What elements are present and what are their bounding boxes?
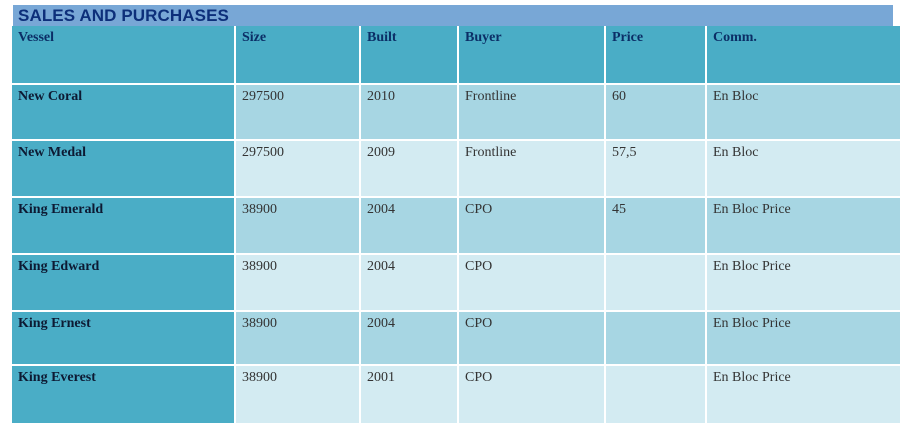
column-header-buyer: Buyer <box>459 26 604 83</box>
column-header-price: Price <box>606 26 705 83</box>
cell-size: 38900 <box>236 312 359 364</box>
cell-vessel: New Medal <box>12 141 234 196</box>
cell-built: 2004 <box>361 198 457 253</box>
cell-comm: En Bloc Price <box>707 198 900 253</box>
section-title-bar: SALES AND PURCHASES <box>13 5 893 26</box>
table-header-row: Vessel Size Built Buyer Price Comm. <box>12 26 900 83</box>
cell-size: 38900 <box>236 366 359 423</box>
column-header-comm: Comm. <box>707 26 900 83</box>
cell-size: 38900 <box>236 255 359 310</box>
cell-buyer: CPO <box>459 198 604 253</box>
cell-price <box>606 255 705 310</box>
cell-comm: En Bloc <box>707 141 900 196</box>
cell-price <box>606 312 705 364</box>
cell-size: 297500 <box>236 141 359 196</box>
cell-built: 2010 <box>361 85 457 139</box>
cell-buyer: CPO <box>459 366 604 423</box>
cell-vessel: New Coral <box>12 85 234 139</box>
column-header-vessel: Vessel <box>12 26 234 83</box>
cell-price: 45 <box>606 198 705 253</box>
cell-built: 2009 <box>361 141 457 196</box>
cell-comm: En Bloc Price <box>707 366 900 423</box>
cell-vessel: King Everest <box>12 366 234 423</box>
cell-vessel: King Ernest <box>12 312 234 364</box>
table-row: New Coral 297500 2010 Frontline 60 En Bl… <box>12 85 900 139</box>
table-row: New Medal 297500 2009 Frontline 57,5 En … <box>12 141 900 196</box>
cell-size: 38900 <box>236 198 359 253</box>
cell-size: 297500 <box>236 85 359 139</box>
cell-price <box>606 366 705 423</box>
cell-vessel: King Edward <box>12 255 234 310</box>
column-header-size: Size <box>236 26 359 83</box>
cell-price: 57,5 <box>606 141 705 196</box>
cell-buyer: Frontline <box>459 141 604 196</box>
cell-comm: En Bloc <box>707 85 900 139</box>
table-row: King Emerald 38900 2004 CPO 45 En Bloc P… <box>12 198 900 253</box>
cell-built: 2004 <box>361 312 457 364</box>
cell-buyer: Frontline <box>459 85 604 139</box>
cell-price: 60 <box>606 85 705 139</box>
cell-buyer: CPO <box>459 312 604 364</box>
cell-comm: En Bloc Price <box>707 312 900 364</box>
section-title: SALES AND PURCHASES <box>18 6 229 25</box>
cell-comm: En Bloc Price <box>707 255 900 310</box>
cell-vessel: King Emerald <box>12 198 234 253</box>
table-row: King Edward 38900 2004 CPO En Bloc Price <box>12 255 900 310</box>
column-header-built: Built <box>361 26 457 83</box>
cell-built: 2004 <box>361 255 457 310</box>
cell-buyer: CPO <box>459 255 604 310</box>
sales-purchases-table: Vessel Size Built Buyer Price Comm. New … <box>10 24 900 425</box>
table-row: King Ernest 38900 2004 CPO En Bloc Price <box>12 312 900 364</box>
table-row: King Everest 38900 2001 CPO En Bloc Pric… <box>12 366 900 423</box>
cell-built: 2001 <box>361 366 457 423</box>
